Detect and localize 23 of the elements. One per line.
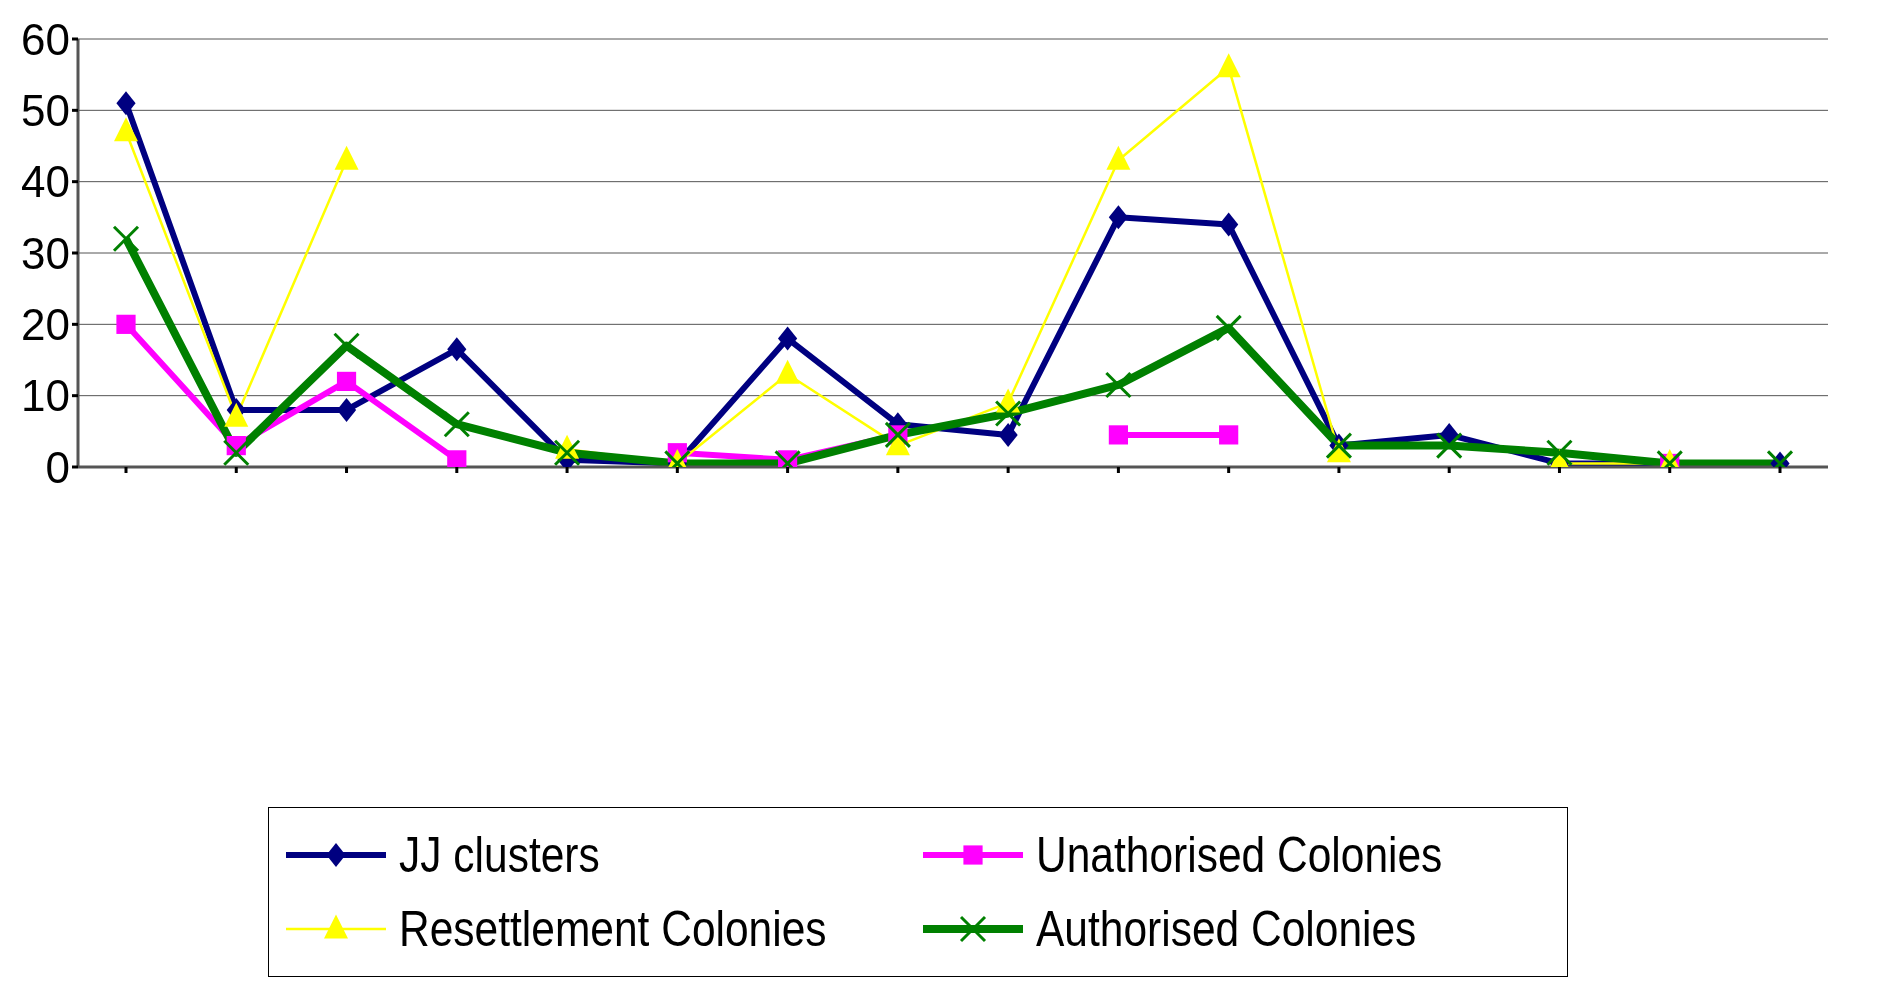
- point: [116, 91, 136, 116]
- y-tick-label: 10: [21, 371, 70, 421]
- point: [1219, 425, 1239, 445]
- point: [998, 422, 1018, 447]
- point: [336, 371, 357, 391]
- point: [778, 326, 798, 351]
- point: [336, 397, 357, 422]
- legend-label: Resettlement Colonies: [399, 900, 827, 958]
- point: [1108, 425, 1128, 445]
- y-tick-label: 50: [21, 85, 70, 135]
- y-tick-label: 60: [21, 14, 70, 64]
- y-tick-label: 20: [21, 299, 70, 349]
- y-tick-label: 30: [21, 228, 70, 278]
- y-tick-label: 40: [21, 157, 70, 207]
- legend-label: Authorised Colonies: [1036, 900, 1417, 958]
- point: [447, 337, 467, 362]
- legend-label: JJ clusters: [399, 826, 600, 884]
- point: [1219, 212, 1239, 237]
- y-tick-label: 0: [45, 442, 70, 492]
- point: [116, 314, 136, 334]
- legend-label: Unathorised Colonies: [1036, 826, 1443, 884]
- point: [1108, 205, 1128, 230]
- point: [447, 450, 467, 467]
